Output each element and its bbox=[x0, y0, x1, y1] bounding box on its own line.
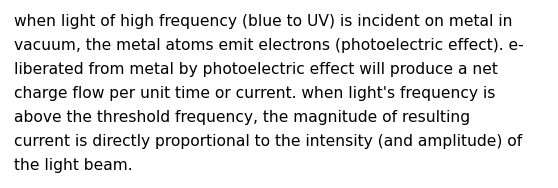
Text: charge flow per unit time or current. when light's frequency is: charge flow per unit time or current. wh… bbox=[14, 86, 496, 101]
Text: the light beam.: the light beam. bbox=[14, 158, 133, 173]
Text: liberated from metal by photoelectric effect will produce a net: liberated from metal by photoelectric ef… bbox=[14, 62, 498, 77]
Text: current is directly proportional to the intensity (and amplitude) of: current is directly proportional to the … bbox=[14, 134, 522, 149]
Text: above the threshold frequency, the magnitude of resulting: above the threshold frequency, the magni… bbox=[14, 110, 470, 125]
Text: vacuum, the metal atoms emit electrons (photoelectric effect). e-: vacuum, the metal atoms emit electrons (… bbox=[14, 38, 524, 53]
Text: when light of high frequency (blue to UV) is incident on metal in: when light of high frequency (blue to UV… bbox=[14, 14, 512, 29]
